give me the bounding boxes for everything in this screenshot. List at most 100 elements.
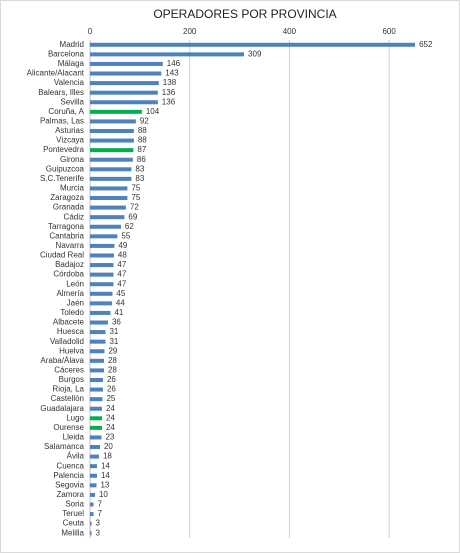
y-tick-label: Huelva — [59, 346, 84, 355]
y-tick-label: Zaragoza — [50, 193, 84, 202]
y-tick-label: Málaga — [58, 59, 85, 68]
y-tick-label: Melilla — [61, 528, 84, 537]
bar — [90, 100, 158, 105]
bar — [90, 358, 104, 363]
value-label: 18 — [103, 452, 112, 461]
bar — [90, 492, 95, 497]
bar — [90, 387, 103, 392]
y-tick-label: Palmas, Las — [40, 117, 84, 126]
x-tick-label: 0 — [88, 27, 93, 36]
bar — [90, 531, 92, 536]
value-label: 136 — [162, 97, 176, 106]
bar — [90, 397, 103, 402]
y-tick-label: Cuenca — [56, 461, 84, 470]
y-tick-label: Zamora — [56, 490, 84, 499]
bar — [90, 81, 159, 86]
value-label: 75 — [131, 184, 140, 193]
value-label: 88 — [138, 126, 147, 135]
y-tick-label: Córdoba — [53, 270, 84, 279]
value-label: 26 — [107, 375, 116, 384]
value-label: 45 — [116, 289, 125, 298]
value-label: 23 — [105, 433, 114, 442]
value-label: 13 — [100, 480, 109, 489]
y-tick-label: Burgos — [59, 375, 84, 384]
value-label: 28 — [108, 366, 117, 375]
y-tick-label: Lleida — [63, 433, 85, 442]
value-label: 14 — [101, 461, 110, 470]
bar — [90, 109, 142, 114]
bar — [90, 406, 102, 411]
y-tick-label: Navarra — [56, 241, 85, 250]
bar — [90, 339, 106, 344]
value-label: 48 — [118, 251, 127, 260]
y-tick-label: Balears, Illes — [38, 88, 84, 97]
bar — [90, 253, 114, 258]
value-label: 87 — [137, 145, 146, 154]
y-tick-label: Toledo — [60, 308, 84, 317]
value-label: 26 — [107, 385, 116, 394]
y-tick-label: Castellón — [51, 394, 84, 403]
y-tick-label: Segovia — [55, 480, 84, 489]
bar — [90, 425, 102, 430]
y-tick-label: Ciudad Real — [40, 251, 84, 260]
y-tick-label: Valladolid — [50, 337, 84, 346]
value-label: 47 — [117, 279, 126, 288]
bar — [90, 330, 106, 335]
value-label: 146 — [167, 59, 181, 68]
bar — [90, 377, 103, 382]
bar — [90, 521, 92, 526]
y-tick-label: Rioja, La — [52, 385, 84, 394]
value-label: 41 — [114, 308, 123, 317]
bar — [90, 90, 158, 95]
value-label: 7 — [97, 500, 102, 509]
y-tick-label: Tarragona — [48, 222, 85, 231]
y-tick-label: Girona — [60, 155, 85, 164]
bar — [90, 473, 97, 478]
y-tick-label: Valencia — [54, 78, 85, 87]
bar — [90, 205, 126, 210]
value-label: 20 — [104, 442, 113, 451]
bar — [90, 301, 112, 306]
y-tick-label: Soria — [65, 500, 84, 509]
value-label: 309 — [248, 49, 262, 58]
bar — [90, 215, 125, 220]
value-label: 62 — [125, 222, 134, 231]
value-label: 138 — [163, 78, 177, 87]
value-label: 47 — [117, 270, 126, 279]
value-label: 7 — [97, 509, 102, 518]
value-label: 47 — [117, 260, 126, 269]
y-tick-label: Murcia — [60, 184, 85, 193]
bar — [90, 435, 102, 440]
value-label: 24 — [106, 423, 115, 432]
bar — [90, 416, 102, 421]
value-label: 104 — [146, 107, 160, 116]
y-tick-label: Cáceres — [54, 366, 84, 375]
y-tick-label: Alicante/Alacant — [27, 69, 85, 78]
y-tick-label: Ourense — [53, 423, 84, 432]
y-tick-label: Salamanca — [44, 442, 85, 451]
bar — [90, 445, 100, 450]
value-label: 44 — [116, 298, 125, 307]
bar — [90, 128, 134, 133]
y-tick-label: Barcelona — [48, 49, 85, 58]
value-label: 136 — [162, 88, 176, 97]
x-tick-label: 400 — [283, 27, 297, 36]
y-tick-label: Jaén — [67, 298, 84, 307]
bar — [90, 454, 99, 459]
y-tick-label: Madrid — [60, 40, 84, 49]
y-tick-label: Cantabria — [49, 231, 84, 240]
bar — [90, 52, 245, 57]
bar — [90, 167, 132, 172]
y-tick-label: Almería — [56, 289, 84, 298]
value-label: 3 — [95, 528, 100, 537]
y-tick-label: Ávila — [67, 452, 85, 461]
value-label: 29 — [108, 346, 117, 355]
bar — [90, 464, 97, 469]
value-label: 25 — [106, 394, 115, 403]
y-tick-label: Albacete — [53, 318, 85, 327]
y-tick-label: Cádiz — [64, 212, 84, 221]
bar — [90, 310, 111, 315]
y-tick-label: Huesca — [57, 327, 85, 336]
